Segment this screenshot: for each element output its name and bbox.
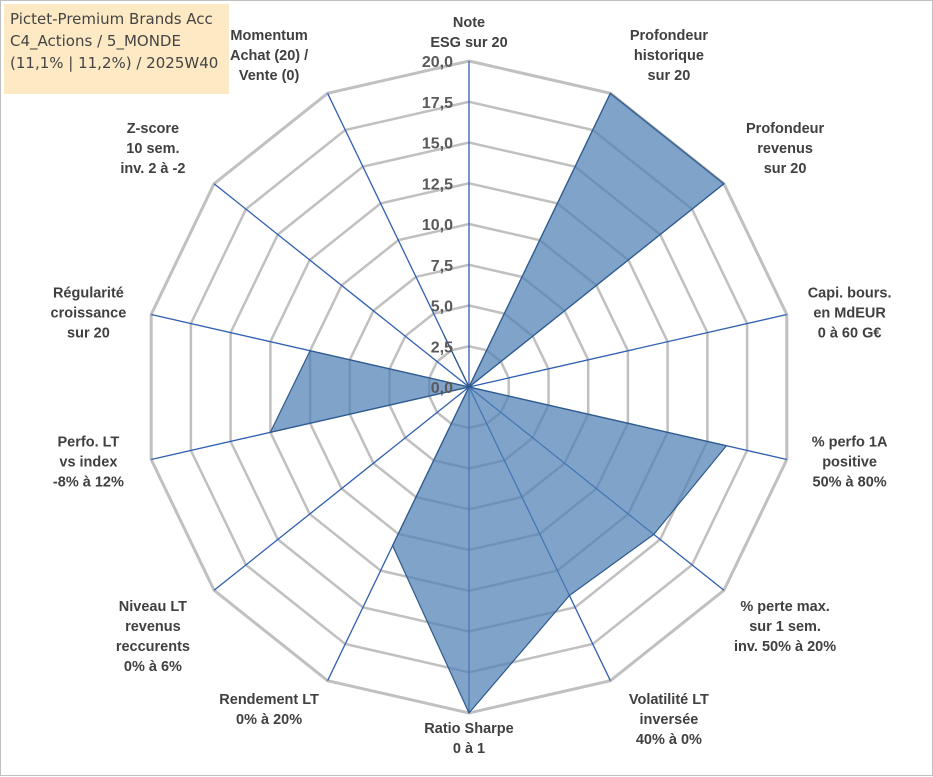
tick-label: 20,0 [422,54,453,71]
tick-label: 10,0 [422,217,453,234]
fund-info-box: Pictet-Premium Brands Acc C4_Actions / 5… [4,4,229,94]
radar-tick-labels: 0,0 2,5 5,0 7,5 10,0 12,5 15,0 17,5 20,0 [422,54,453,397]
tick-label: 17,5 [422,95,453,112]
tick-label: 15,0 [422,136,453,153]
fund-name: Pictet-Premium Brands Acc [10,8,229,30]
tick-label: 7,5 [431,258,453,275]
fund-stats-week: (11,1% | 11,2%) / 2025W40 [10,52,229,74]
tick-label: 0,0 [431,380,453,397]
tick-label: 12,5 [422,176,453,193]
axis-label: % perte max.sur 1 sem.inv. 50% à 20% [734,599,836,655]
tick-label: 5,0 [431,299,453,316]
fund-category: C4_Actions / 5_MONDE [10,30,229,52]
tick-label: 2,5 [431,339,453,356]
